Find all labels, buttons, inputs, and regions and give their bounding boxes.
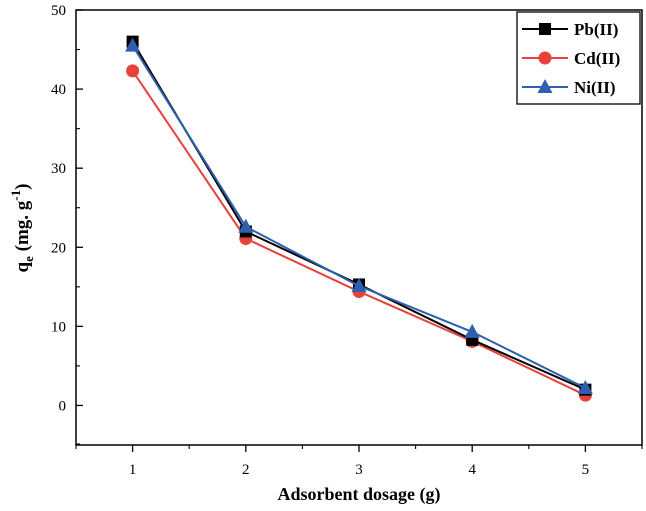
data-point <box>351 278 367 293</box>
y-tick-label: 30 <box>51 161 66 177</box>
y-tick-label: 0 <box>59 398 67 414</box>
data-point <box>125 37 141 52</box>
x-tick-label: 3 <box>355 462 363 478</box>
legend-marker <box>537 79 553 93</box>
y-tick-label: 20 <box>51 240 66 256</box>
data-point <box>577 380 593 395</box>
y-tick-label: 40 <box>51 82 66 98</box>
legend-marker <box>538 51 552 65</box>
legend-item: Ni(II) <box>522 78 616 97</box>
x-tick-label: 2 <box>242 462 250 478</box>
y-axis-title-q: q <box>12 261 33 272</box>
legend-label: Ni(II) <box>574 78 616 97</box>
x-tick-label: 1 <box>129 462 137 478</box>
series-niii <box>125 37 593 395</box>
data-point <box>126 64 140 78</box>
legend-label: Pb(II) <box>574 20 618 39</box>
y-axis-title: qe (mg. g-1) <box>8 184 36 273</box>
y-axis-title-close: ) <box>12 184 33 190</box>
data-point <box>238 218 254 233</box>
y-tick-label: 50 <box>51 3 66 19</box>
data-point <box>464 323 480 338</box>
y-axis-title-subscript: e <box>21 256 36 262</box>
series-line <box>131 70 586 397</box>
legend-marker <box>539 23 551 35</box>
x-axis-title: Adsorbent dosage (g) <box>277 484 440 505</box>
x-tick-label: 5 <box>582 462 590 478</box>
legend-item: Cd(II) <box>522 49 620 68</box>
series-cdii <box>126 64 592 402</box>
legend-item: Pb(II) <box>522 20 618 39</box>
y-tick-label: 10 <box>51 319 66 335</box>
legend-label: Cd(II) <box>574 49 620 68</box>
x-tick-label: 4 <box>468 462 476 478</box>
y-axis-title-superscript: -1 <box>8 190 23 201</box>
y-axis-title-main: (mg. g <box>12 200 33 256</box>
